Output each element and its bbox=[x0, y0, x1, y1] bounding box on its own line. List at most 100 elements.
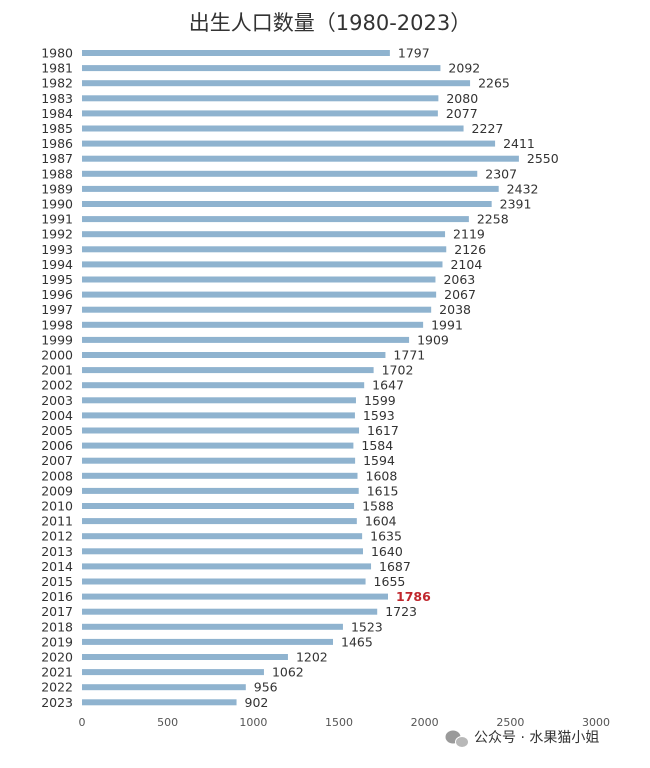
bar bbox=[82, 472, 358, 479]
x-tick-label: 0 bbox=[79, 716, 86, 729]
data-label: 1465 bbox=[341, 634, 373, 649]
y-tick-label: 2005 bbox=[41, 423, 73, 438]
x-tick-label: 1000 bbox=[239, 716, 267, 729]
y-tick-label: 1997 bbox=[41, 302, 73, 317]
x-tick-label: 2000 bbox=[411, 716, 439, 729]
y-tick-label: 2004 bbox=[41, 408, 73, 423]
y-tick-label: 2007 bbox=[41, 453, 73, 468]
highlighted-data-label: 1786 bbox=[396, 589, 431, 604]
data-label: 1797 bbox=[398, 46, 430, 61]
data-label: 2391 bbox=[500, 197, 532, 212]
data-label: 2307 bbox=[485, 166, 517, 181]
y-tick-label: 2015 bbox=[41, 574, 73, 589]
bar bbox=[82, 442, 354, 449]
data-label: 2227 bbox=[472, 121, 504, 136]
y-tick-label: 1998 bbox=[41, 317, 73, 332]
data-label: 1909 bbox=[417, 332, 449, 347]
y-tick-label: 2009 bbox=[41, 483, 73, 498]
y-tick-label: 1995 bbox=[41, 272, 73, 287]
data-label: 1991 bbox=[431, 317, 463, 332]
bar bbox=[82, 231, 446, 238]
bar bbox=[82, 623, 343, 630]
x-tick-label: 1500 bbox=[325, 716, 353, 729]
y-tick-label: 1986 bbox=[41, 136, 73, 151]
data-label: 1604 bbox=[365, 514, 397, 529]
data-label: 2258 bbox=[477, 212, 509, 227]
bar bbox=[82, 140, 496, 147]
watermark-text: 公众号 · 水果猫小姐 bbox=[474, 730, 599, 746]
y-tick-label: 1982 bbox=[41, 76, 73, 91]
bar bbox=[82, 699, 237, 706]
y-tick-label: 2002 bbox=[41, 378, 73, 393]
bar bbox=[82, 548, 363, 555]
data-label: 1608 bbox=[366, 468, 398, 483]
data-label: 2038 bbox=[439, 302, 471, 317]
y-tick-label: 2023 bbox=[41, 695, 73, 710]
y-tick-label: 2014 bbox=[41, 559, 73, 574]
y-tick-label: 2000 bbox=[41, 348, 73, 363]
y-tick-label: 2003 bbox=[41, 393, 73, 408]
bar bbox=[82, 503, 355, 509]
bar bbox=[82, 306, 432, 313]
data-label: 2104 bbox=[450, 257, 482, 272]
bar bbox=[82, 412, 355, 419]
bar bbox=[82, 65, 441, 72]
bar bbox=[82, 201, 492, 207]
bar bbox=[82, 608, 378, 615]
bar bbox=[82, 427, 360, 434]
bar bbox=[82, 291, 437, 298]
bar bbox=[82, 397, 356, 404]
data-label: 1588 bbox=[362, 499, 394, 514]
x-tick-label: 2500 bbox=[496, 716, 524, 729]
data-label: 2092 bbox=[448, 61, 480, 76]
bar bbox=[82, 95, 439, 102]
y-tick-label: 2011 bbox=[41, 514, 73, 529]
y-tick-label: 2012 bbox=[41, 529, 73, 544]
data-label: 1594 bbox=[363, 453, 395, 468]
data-label: 2119 bbox=[453, 227, 485, 242]
data-label: 1202 bbox=[296, 650, 328, 665]
x-tick-label: 3000 bbox=[582, 716, 610, 729]
watermark: 公众号 · 水果猫小姐 bbox=[445, 730, 599, 748]
bar bbox=[82, 638, 334, 645]
bar bbox=[82, 125, 464, 132]
data-label: 2411 bbox=[503, 136, 535, 151]
bar bbox=[82, 110, 438, 117]
y-tick-label: 1996 bbox=[41, 287, 73, 302]
bar bbox=[82, 216, 469, 223]
y-tick-label: 1988 bbox=[41, 166, 73, 181]
data-label: 1640 bbox=[371, 544, 403, 559]
y-tick-label: 1994 bbox=[41, 257, 73, 272]
bar bbox=[82, 487, 359, 494]
y-tick-label: 1984 bbox=[41, 106, 73, 121]
bar bbox=[82, 593, 389, 600]
bar bbox=[82, 669, 264, 676]
data-label: 1584 bbox=[361, 438, 393, 453]
data-label: 2432 bbox=[507, 181, 539, 196]
bar bbox=[82, 50, 390, 56]
data-label: 2126 bbox=[454, 242, 486, 257]
bar bbox=[82, 352, 386, 358]
bar bbox=[82, 246, 447, 253]
bar bbox=[82, 533, 363, 540]
chart-title: 出生人口数量（1980-2023） bbox=[189, 11, 471, 35]
y-tick-label: 2013 bbox=[41, 544, 73, 559]
y-tick-label: 2008 bbox=[41, 468, 73, 483]
bar bbox=[82, 518, 357, 525]
y-tick-label: 2001 bbox=[41, 363, 73, 378]
y-tick-label: 1987 bbox=[41, 151, 73, 166]
y-tick-label: 1999 bbox=[41, 332, 73, 347]
y-tick-label: 2020 bbox=[41, 650, 73, 665]
data-label: 1635 bbox=[370, 529, 402, 544]
bar bbox=[82, 382, 365, 389]
data-label: 1655 bbox=[374, 574, 406, 589]
data-label: 1523 bbox=[351, 619, 383, 634]
data-label: 1062 bbox=[272, 665, 304, 680]
bar bbox=[82, 80, 471, 87]
bar bbox=[82, 367, 374, 374]
bar bbox=[82, 578, 366, 585]
y-tick-label: 1983 bbox=[41, 91, 73, 106]
bar bbox=[82, 321, 424, 328]
bar bbox=[82, 336, 410, 343]
bar bbox=[82, 563, 372, 570]
